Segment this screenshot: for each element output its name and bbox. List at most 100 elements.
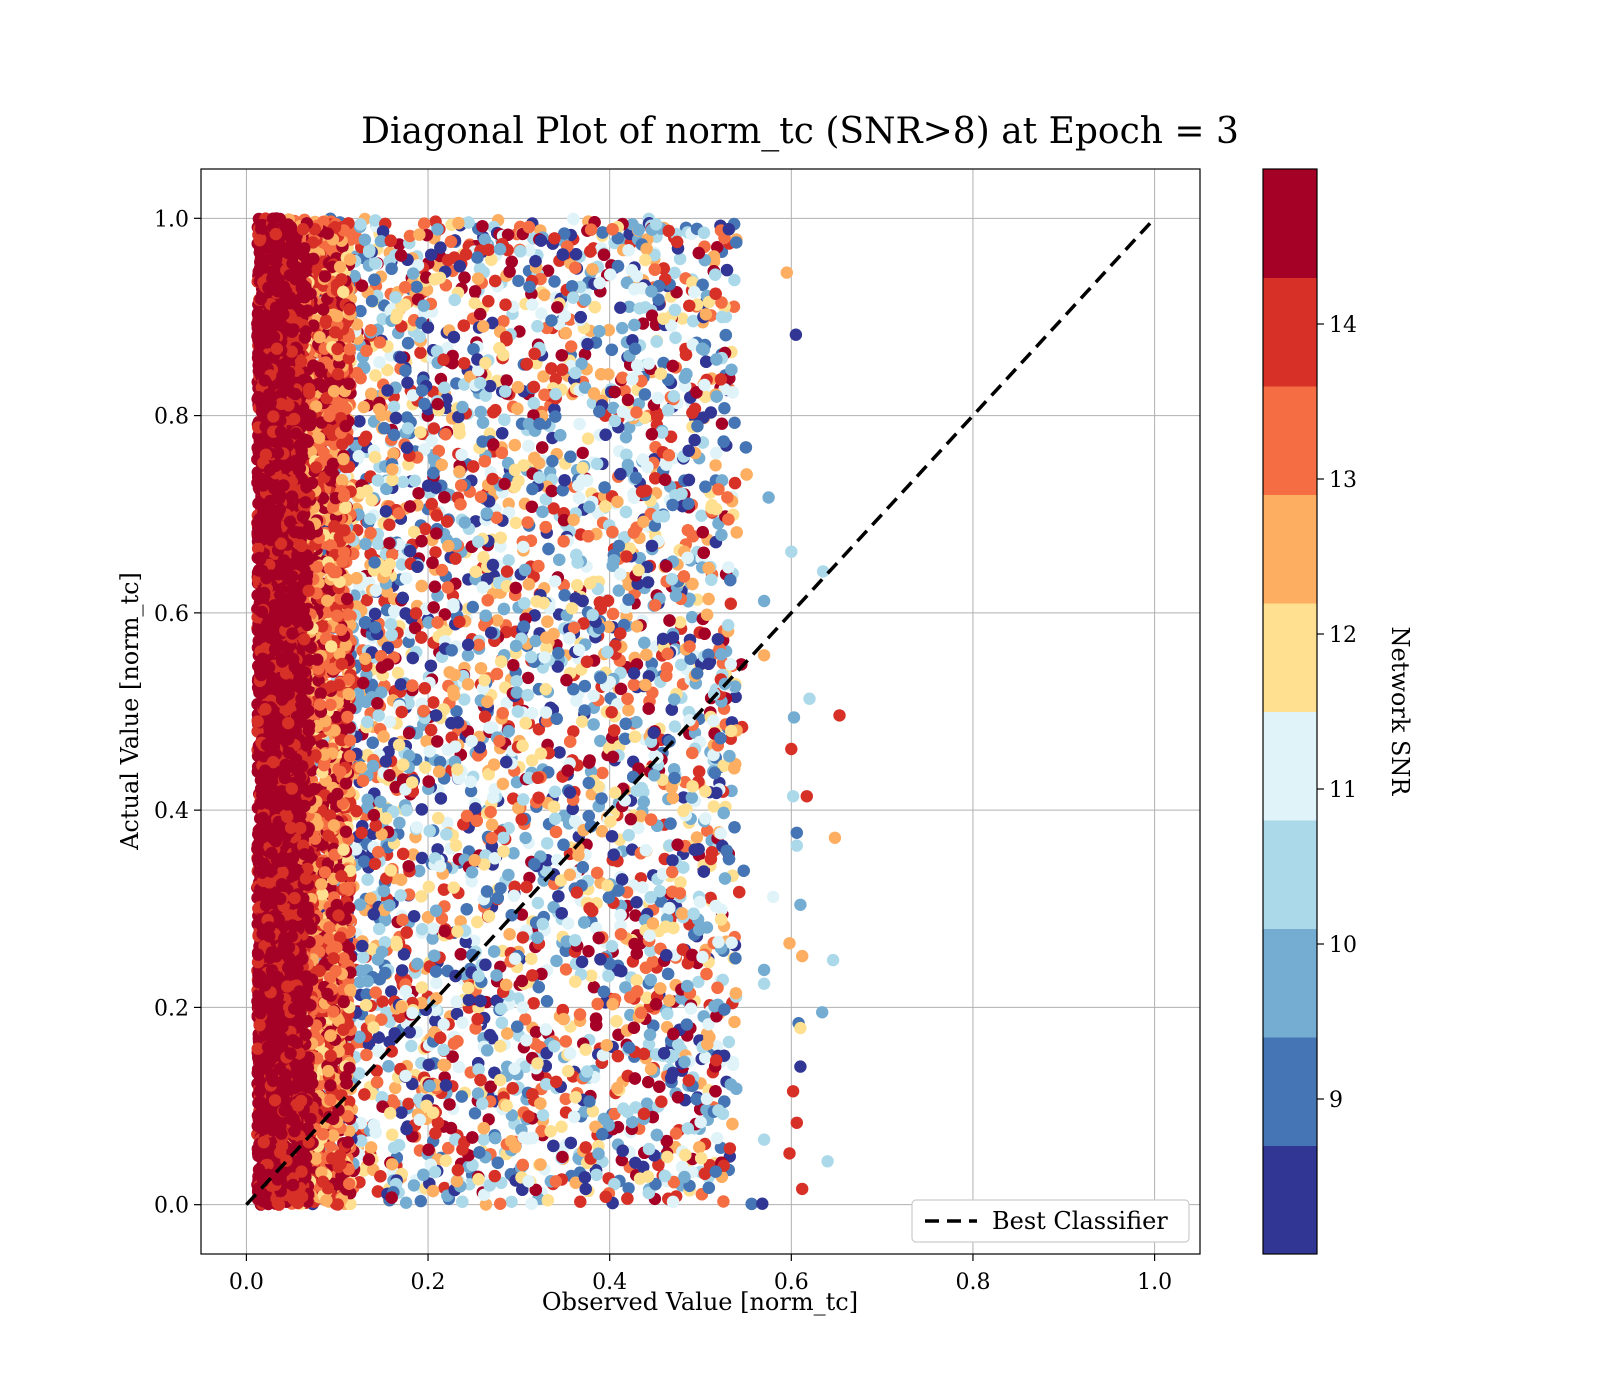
scatter-point: [725, 936, 738, 949]
scatter-point: [415, 890, 428, 903]
scatter-point: [672, 1038, 685, 1051]
scatter-point: [640, 1097, 654, 1110]
scatter-point: [521, 671, 535, 685]
scatter-point: [489, 1131, 502, 1145]
scatter-point: [581, 432, 595, 445]
scatter-point: [529, 634, 542, 648]
scatter-point: [537, 370, 550, 383]
scatter-point: [395, 1106, 408, 1119]
scatter-point: [494, 540, 507, 553]
scatter-point: [547, 502, 560, 515]
scatter-point: [471, 915, 484, 929]
scatter-point: [507, 847, 520, 860]
scatter-point: [479, 958, 492, 971]
scatter-point: [472, 638, 485, 652]
scatter-point: [629, 909, 642, 922]
scatter-point: [357, 951, 370, 964]
scatter-point: [391, 666, 405, 680]
scatter-point: [707, 800, 720, 813]
scatter-point: [536, 1108, 550, 1122]
scatter-point: [399, 1196, 413, 1209]
scatter-point: [675, 658, 688, 671]
scatter-point: [534, 234, 548, 247]
scatter-point: [432, 811, 445, 825]
scatter-point: [619, 431, 633, 444]
scatter-point: [389, 1081, 402, 1095]
scatter-point: [615, 1153, 628, 1167]
scatter-point: [402, 635, 415, 649]
scatter-point: [364, 324, 378, 337]
scatter-point: [674, 876, 687, 889]
scatter-point: [701, 824, 714, 837]
scatter-point: [673, 252, 687, 266]
scatter-point: [678, 1055, 691, 1069]
scatter-point: [418, 443, 431, 456]
scatter-point: [630, 974, 643, 987]
scatter-point: [545, 362, 558, 375]
scatter-point: [723, 1142, 737, 1155]
scatter-point: [700, 355, 713, 368]
scatter-point: [634, 809, 647, 823]
scatter-point: [535, 307, 548, 320]
scatter-point: [669, 331, 682, 344]
scatter-point: [430, 509, 444, 522]
scatter-point: [690, 831, 704, 844]
scatter-point: [452, 1060, 466, 1074]
scatter-point: [460, 903, 473, 916]
scatter-point: [582, 945, 595, 958]
scatter-point: [662, 404, 675, 417]
scatter-point: [644, 944, 657, 957]
scatter-point: [474, 405, 487, 419]
scatter-point: [728, 273, 741, 287]
scatter-point: [602, 323, 615, 337]
scatter-point: [611, 1049, 625, 1063]
scatter-point: [676, 312, 689, 325]
scatter-point: [606, 607, 620, 621]
scatter-point: [429, 1127, 442, 1140]
scatter-point: [559, 1092, 572, 1106]
scatter-point: [407, 1179, 421, 1192]
scatter-point: [402, 1097, 415, 1111]
scatter-point: [548, 275, 561, 288]
scatter-point: [711, 241, 724, 254]
scatter-point: [507, 658, 520, 672]
scatter-point: [693, 1141, 706, 1154]
scatter-point: [400, 926, 413, 939]
scatter-point: [357, 1164, 371, 1177]
scatter-point: [660, 949, 673, 962]
scatter-point: [652, 293, 665, 306]
scatter-point: [709, 459, 722, 472]
scatter-point: [587, 689, 600, 703]
scatter-point: [387, 447, 400, 460]
scatter-point: [512, 992, 525, 1005]
scatter-point: [353, 415, 366, 428]
scatter-point: [714, 1141, 728, 1155]
scatter-point: [502, 497, 515, 510]
scatter-point: [519, 831, 532, 845]
scatter-point: [538, 288, 551, 302]
scatter-point: [579, 1182, 592, 1196]
scatter-point: [396, 913, 409, 927]
scatter-point: [405, 1039, 418, 1053]
scatter-point: [608, 786, 622, 799]
scatter-point: [459, 935, 472, 948]
scatter-point: [429, 546, 442, 559]
scatter-point: [479, 1198, 493, 1211]
scatter-point: [512, 274, 525, 288]
scatter-point: [505, 1195, 518, 1209]
scatter-point: [719, 328, 732, 342]
scatter-point: [395, 558, 408, 571]
scatter-point: [509, 516, 523, 530]
scatter-point: [614, 301, 627, 314]
scatter-point: [430, 976, 443, 990]
scatter-point: [668, 266, 681, 279]
scatter-point: [526, 482, 539, 496]
scatter-point: [685, 791, 698, 804]
scatter-point: [357, 400, 370, 414]
scatter-point: [453, 465, 466, 478]
scatter-point: [710, 1040, 724, 1053]
scatter-point: [674, 616, 687, 629]
scatter-point: [715, 417, 729, 430]
scatter-point: [630, 896, 643, 909]
scatter-point: [553, 746, 566, 759]
